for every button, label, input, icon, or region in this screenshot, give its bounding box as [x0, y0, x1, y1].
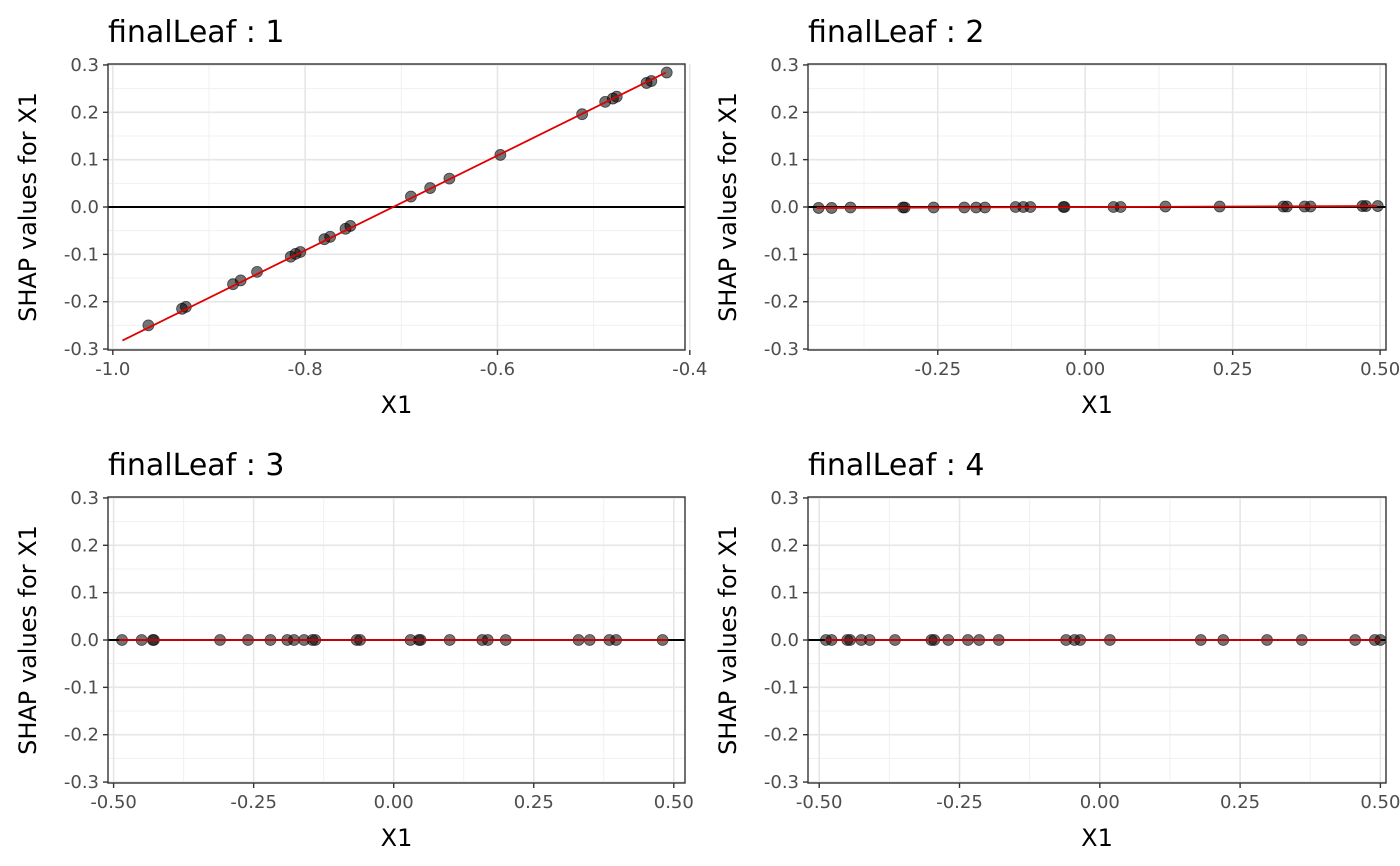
- y-tick-label: -0.2: [764, 292, 799, 313]
- panel-4: -0.50 -0.25 0.00 0.25 0.50 -0.3 -0.2 -0.1 0.0 0.1…: [714, 448, 1400, 852]
- y-tick-label: 0.2: [70, 102, 99, 123]
- y-tick-label: 0.1: [770, 583, 799, 604]
- x-axis-title: X1: [381, 824, 413, 852]
- x-tick-label: 0.00: [1080, 792, 1120, 813]
- x-tick-label: 0.25: [1213, 359, 1253, 380]
- fit-line: [122, 71, 667, 342]
- x-tick-label: 0.00: [374, 792, 414, 813]
- y-tick-label: 0.2: [770, 102, 799, 123]
- x-tick-label: 0.50: [654, 792, 694, 813]
- y-tick-label: -0.3: [64, 339, 99, 360]
- y-tick-label: 0.1: [70, 583, 99, 604]
- x-tick-label: -0.50: [796, 792, 843, 813]
- panel-1: -1.0 -0.8 -0.6 -0.4 -0.3 -0.2 -0.1 0.0 0.1 0.2 0.3…: [14, 15, 707, 419]
- x-tick-label: 0.50: [1360, 792, 1400, 813]
- y-tick-label: -0.1: [764, 677, 799, 698]
- y-axis-title: SHAP values for X1: [14, 92, 42, 322]
- x-tick-label: -0.25: [936, 792, 983, 813]
- y-tick-label: -0.1: [64, 677, 99, 698]
- y-axis-title: SHAP values for X1: [714, 92, 742, 322]
- panel-title: finalLeaf : 2: [808, 15, 984, 50]
- x-axis-title: X1: [381, 391, 413, 419]
- y-tick-label: 0.1: [70, 150, 99, 171]
- panel-3: -0.50 -0.25 0.00 0.25 0.50 -0.3 -0.2 -0.1 0.0 0.1…: [14, 448, 694, 852]
- x-tick-label: -0.8: [288, 359, 323, 380]
- y-tick-label: -0.3: [64, 772, 99, 793]
- y-tick-label: 0.0: [70, 197, 99, 218]
- panel-title: finalLeaf : 3: [108, 448, 284, 483]
- y-axis-title: SHAP values for X1: [14, 525, 42, 755]
- x-tick-label: -0.4: [672, 359, 707, 380]
- x-tick-label: 0.00: [1065, 359, 1105, 380]
- y-axis-title: SHAP values for X1: [714, 525, 742, 755]
- y-tick-label: -0.2: [764, 725, 799, 746]
- y-tick-label: -0.1: [764, 244, 799, 265]
- y-tick-label: 0.0: [70, 630, 99, 651]
- y-tick-label: -0.3: [764, 772, 799, 793]
- x-tick-label: -0.50: [90, 792, 137, 813]
- x-tick-label: -0.6: [480, 359, 515, 380]
- x-axis-title: X1: [1081, 391, 1113, 419]
- y-tick-label: -0.3: [764, 339, 799, 360]
- x-tick-label: 0.25: [514, 792, 554, 813]
- fit-line: [816, 205, 1378, 209]
- x-tick-label: 0.50: [1360, 359, 1400, 380]
- x-axis-title: X1: [1081, 824, 1113, 852]
- panel-title: finalLeaf : 1: [108, 15, 284, 50]
- x-tick-label: -1.0: [95, 359, 130, 380]
- y-tick-label: 0.2: [70, 535, 99, 556]
- x-tick-label: 0.25: [1220, 792, 1260, 813]
- x-tick-label: -0.25: [914, 359, 961, 380]
- y-tick-label: 0.2: [770, 535, 799, 556]
- y-tick-label: 0.0: [770, 630, 799, 651]
- y-tick-label: 0.1: [770, 150, 799, 171]
- y-tick-label: -0.1: [64, 244, 99, 265]
- y-tick-label: 0.3: [70, 488, 99, 509]
- data-point: [660, 66, 673, 79]
- y-tick-label: 0.3: [70, 55, 99, 76]
- y-tick-label: -0.2: [64, 292, 99, 313]
- x-tick-label: -0.25: [230, 792, 277, 813]
- y-tick-label: 0.0: [770, 197, 799, 218]
- y-tick-label: -0.2: [64, 725, 99, 746]
- panel-2: -0.25 0.00 0.25 0.50 -0.3 -0.2 -0.1 0.0 0.1 0.2 0.…: [714, 15, 1400, 419]
- y-tick-label: 0.3: [770, 55, 799, 76]
- panel-title: finalLeaf : 4: [808, 448, 984, 483]
- y-tick-label: 0.3: [770, 488, 799, 509]
